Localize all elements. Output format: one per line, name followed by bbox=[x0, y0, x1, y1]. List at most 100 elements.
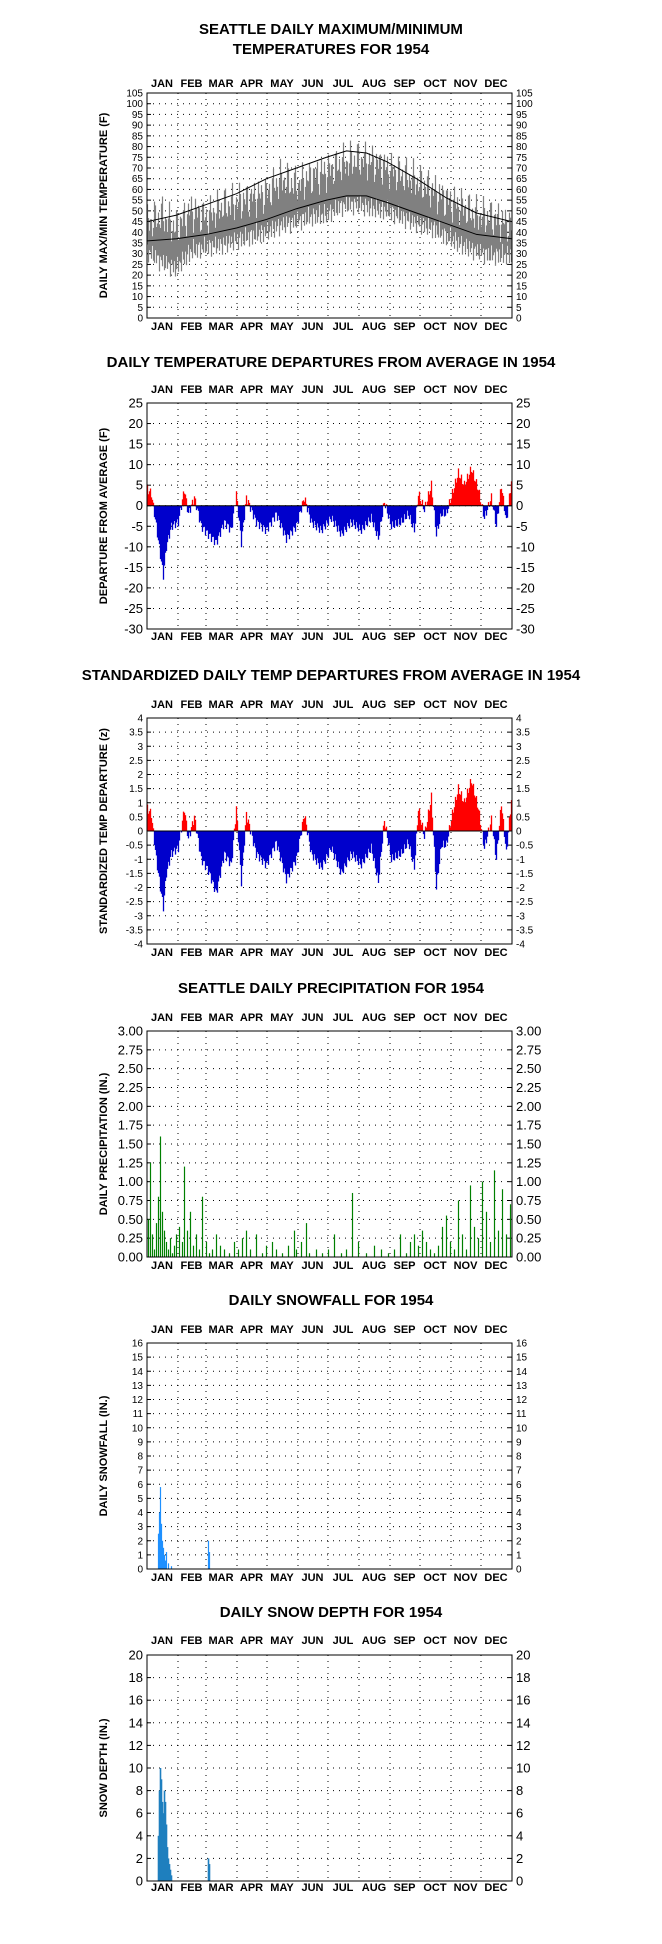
y-tick-label: 9 bbox=[516, 1437, 522, 1448]
month-label: AUG bbox=[362, 1882, 386, 1894]
month-label: AUG bbox=[362, 631, 386, 643]
y-tick-label: -20 bbox=[124, 580, 143, 595]
month-label: APR bbox=[240, 1012, 263, 1024]
month-label: AUG bbox=[362, 1260, 386, 1272]
month-label: MAR bbox=[208, 699, 233, 711]
month-label: MAY bbox=[270, 321, 294, 333]
y-tick-label: -2.5 bbox=[126, 897, 144, 908]
month-label: FEB bbox=[181, 384, 203, 396]
y-tick-label: 2.75 bbox=[516, 1042, 541, 1057]
month-label: DEC bbox=[484, 699, 507, 711]
month-label: DEC bbox=[484, 631, 507, 643]
month-label: MAY bbox=[270, 947, 294, 959]
month-label: JUL bbox=[333, 1260, 354, 1272]
month-label: SEP bbox=[393, 1572, 415, 1584]
y-tick-label: 2.5 bbox=[129, 756, 143, 767]
month-label: FEB bbox=[181, 321, 203, 333]
y-tick-label: 2.50 bbox=[516, 1061, 541, 1076]
y-tick-label: 45 bbox=[132, 217, 144, 228]
month-label: SEP bbox=[393, 947, 415, 959]
y-tick-label: -0.5 bbox=[126, 841, 144, 852]
month-label: FEB bbox=[181, 1882, 203, 1894]
month-label: JUN bbox=[301, 699, 323, 711]
y-axis-label: SNOW DEPTH (IN.) bbox=[98, 1718, 110, 1817]
month-label: SEP bbox=[393, 1012, 415, 1024]
y-tick-label: 0 bbox=[516, 1565, 522, 1576]
month-label: NOV bbox=[454, 631, 479, 643]
month-label: JAN bbox=[151, 1882, 173, 1894]
month-label: OCT bbox=[423, 1572, 447, 1584]
y-tick-label: 14 bbox=[132, 1367, 144, 1378]
month-label: MAR bbox=[208, 1324, 233, 1336]
y-tick-label: 8 bbox=[137, 1452, 143, 1463]
month-label: AUG bbox=[362, 947, 386, 959]
month-label: JUL bbox=[333, 1635, 354, 1647]
month-label: OCT bbox=[423, 631, 447, 643]
y-tick-label: 1.5 bbox=[516, 784, 530, 795]
month-label: JUL bbox=[333, 1572, 354, 1584]
chart-title: STANDARDIZED DAILY TEMP DEPARTURES FROM … bbox=[82, 667, 581, 684]
y-tick-label: 8 bbox=[516, 1783, 523, 1798]
month-label: AUG bbox=[362, 1324, 386, 1336]
month-label: MAY bbox=[270, 78, 294, 90]
month-label: MAR bbox=[208, 384, 233, 396]
y-tick-label: 3 bbox=[516, 1522, 522, 1533]
y-tick-label: 5 bbox=[516, 1494, 522, 1505]
month-label: FEB bbox=[181, 947, 203, 959]
y-tick-label: -3 bbox=[134, 911, 143, 922]
month-label: NOV bbox=[454, 321, 479, 333]
y-tick-label: 14 bbox=[129, 1715, 143, 1730]
y-tick-label: 15 bbox=[516, 437, 530, 452]
y-tick-label: 0 bbox=[136, 1874, 143, 1889]
y-axis-label: DAILY MAX/MIN TEMPERATURE (F) bbox=[98, 112, 110, 298]
chart-stddep: STANDARDIZED DAILY TEMP DEPARTURES FROM … bbox=[82, 667, 581, 959]
y-tick-label: 3.00 bbox=[516, 1024, 541, 1039]
y-tick-label: -1.5 bbox=[126, 869, 144, 880]
y-tick-label: 10 bbox=[132, 1423, 144, 1434]
month-label: MAY bbox=[270, 631, 294, 643]
y-tick-label: 60 bbox=[132, 185, 144, 196]
y-axis-label: STANDARDIZED TEMP DEPARTURE (z) bbox=[98, 728, 110, 934]
y-tick-label: 45 bbox=[516, 217, 528, 228]
month-label: APR bbox=[240, 384, 263, 396]
plot-frame bbox=[146, 1030, 513, 1258]
y-tick-label: 100 bbox=[126, 99, 143, 110]
y-tick-label: 0.50 bbox=[516, 1212, 541, 1227]
y-tick-label: 15 bbox=[516, 1353, 528, 1364]
y-tick-label: 6 bbox=[516, 1480, 522, 1491]
month-label: DEC bbox=[484, 1882, 507, 1894]
normal-low-line bbox=[147, 195, 512, 242]
y-tick-label: 12 bbox=[516, 1395, 528, 1406]
month-label: OCT bbox=[423, 1012, 447, 1024]
y-tick-label: 7 bbox=[516, 1466, 522, 1477]
month-label: NOV bbox=[454, 699, 479, 711]
y-tick-label: 2.25 bbox=[118, 1080, 143, 1095]
month-label: MAY bbox=[270, 1012, 294, 1024]
y-tick-label: 11 bbox=[516, 1409, 527, 1420]
y-tick-label: 105 bbox=[516, 89, 533, 100]
y-tick-label: 0.00 bbox=[118, 1250, 143, 1265]
month-label: JAN bbox=[151, 1635, 173, 1647]
plot-frame bbox=[146, 402, 513, 630]
y-tick-label: 0 bbox=[516, 827, 522, 838]
y-tick-label: 1 bbox=[137, 798, 143, 809]
y-tick-label: 1.75 bbox=[118, 1118, 143, 1133]
y-axis-label: DAILY SNOWFALL (IN.) bbox=[98, 1395, 110, 1516]
month-label: MAY bbox=[270, 1635, 294, 1647]
month-label: OCT bbox=[423, 947, 447, 959]
month-label: OCT bbox=[423, 1324, 447, 1336]
y-tick-label: 2 bbox=[516, 1536, 522, 1547]
y-tick-label: 2.25 bbox=[516, 1080, 541, 1095]
month-label: SEP bbox=[393, 1324, 415, 1336]
month-label: DEC bbox=[484, 1324, 507, 1336]
y-tick-label: 6 bbox=[136, 1806, 143, 1821]
month-label: JUL bbox=[333, 321, 354, 333]
month-label: DEC bbox=[484, 1635, 507, 1647]
y-tick-label: 20 bbox=[132, 271, 144, 282]
month-label: JUL bbox=[333, 78, 354, 90]
y-tick-label: 15 bbox=[516, 281, 528, 292]
y-tick-label: 2 bbox=[136, 1851, 143, 1866]
month-label: DEC bbox=[484, 1012, 507, 1024]
month-label: APR bbox=[240, 1635, 263, 1647]
